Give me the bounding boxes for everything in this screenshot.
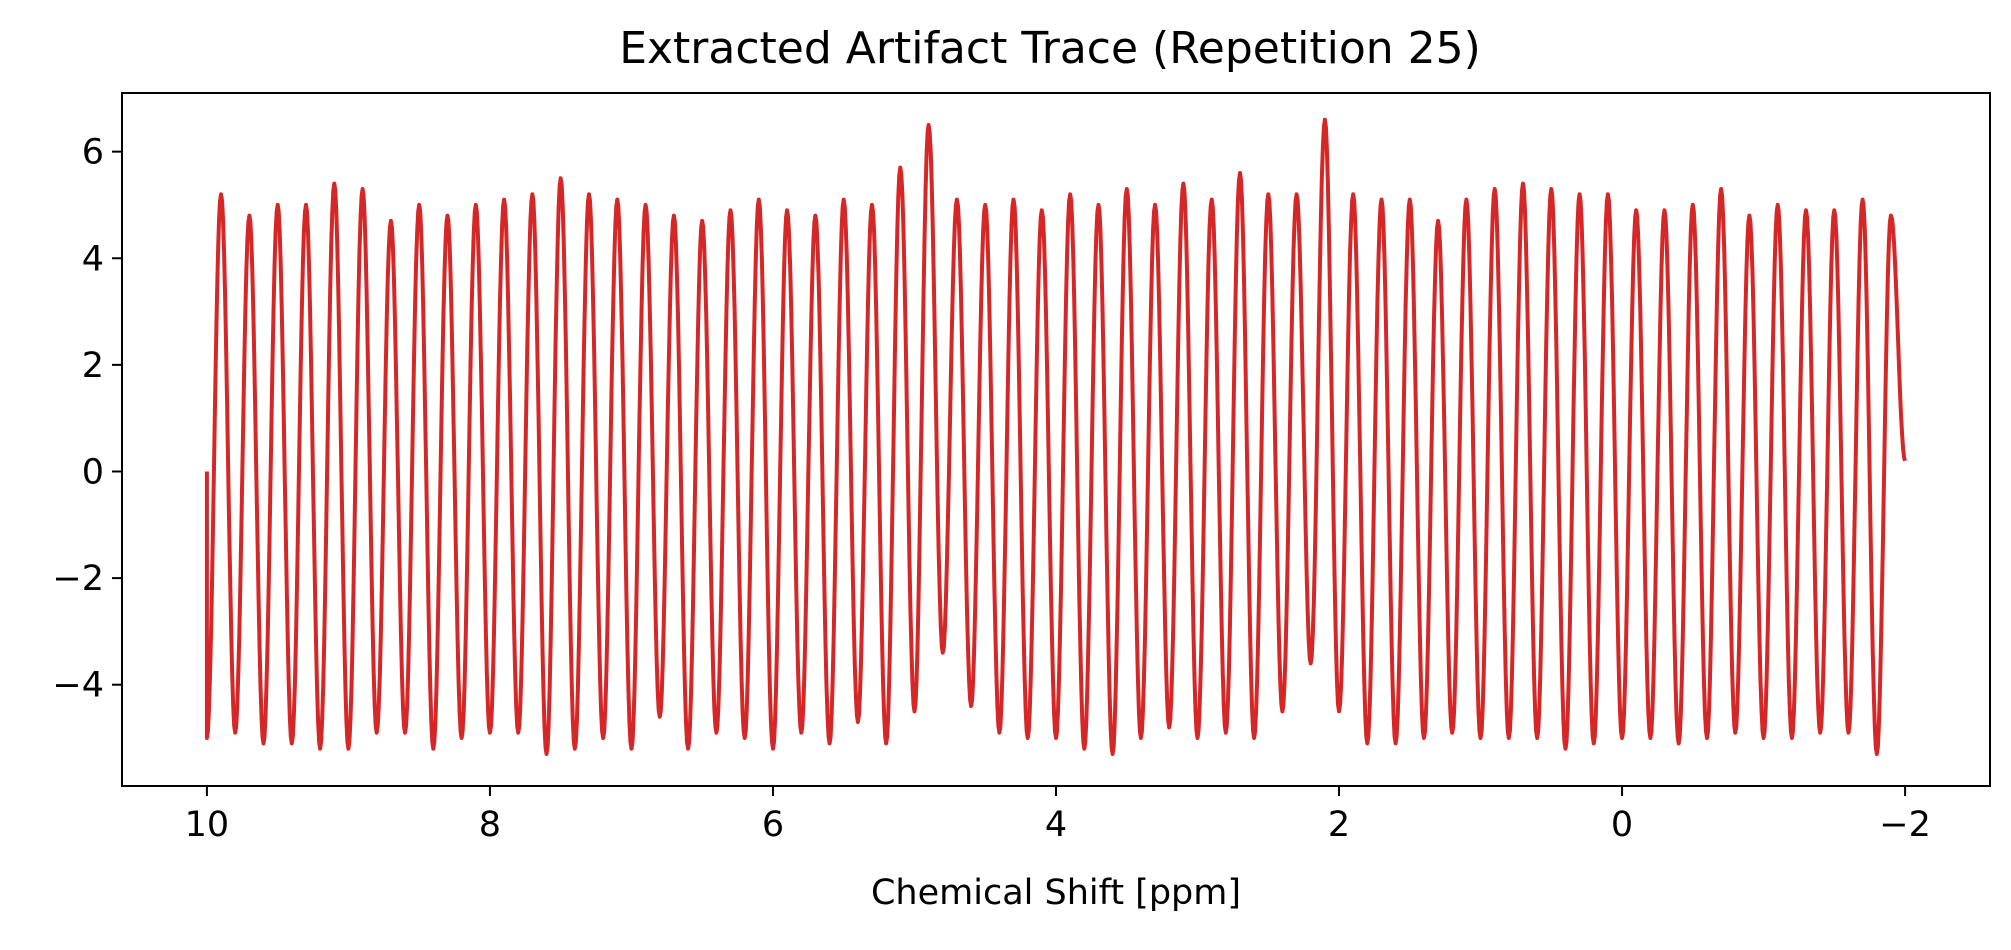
y-tick-label: −2 [52,559,104,599]
x-tick-label: 0 [1611,805,1633,845]
x-tick-label: 8 [479,805,501,845]
y-tick-label: 2 [82,346,104,386]
y-axis: 6 4 2 0 −2 −4 [52,133,122,706]
chart-title: Extracted Artifact Trace (Repetition 25) [619,23,1481,74]
artifact-trace-line [204,117,1908,756]
x-axis-label: Chemical Shift [ppm] [871,873,1241,913]
series-layer [204,117,1908,756]
x-tick-label: −2 [1879,805,1931,845]
x-tick-label: 2 [1328,805,1350,845]
y-tick-label: 4 [82,239,104,279]
y-tick-label: 0 [82,452,104,492]
y-tick-label: 6 [82,133,104,173]
x-axis: 10 8 6 4 2 0 −2 [185,786,1931,845]
x-tick-label: 10 [185,805,230,845]
x-tick-label: 6 [762,805,784,845]
x-tick-label: 4 [1045,805,1067,845]
y-tick-label: −4 [52,666,104,706]
